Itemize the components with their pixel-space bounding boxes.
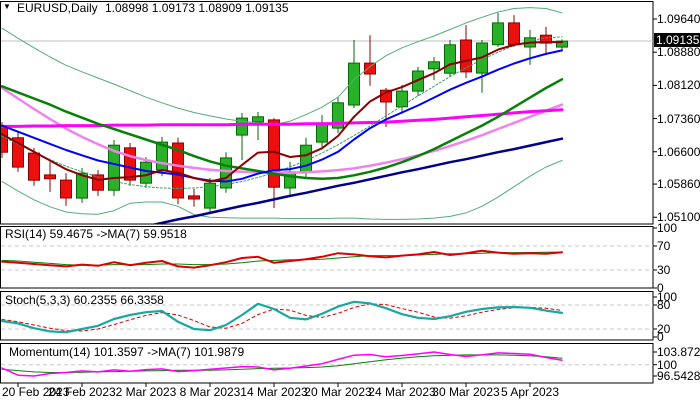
candle-body-bear <box>124 147 136 181</box>
candle-body-bear <box>1 126 8 153</box>
candle-body-bear <box>172 142 184 199</box>
momentum-line <box>1 351 563 377</box>
overlay-line-ma-mid-blue <box>1 49 563 183</box>
candle-body-bull <box>348 62 360 106</box>
candle-body-bull <box>76 172 88 199</box>
candle-body-bull <box>108 144 120 191</box>
candle-body-bull <box>140 161 152 184</box>
panel-border <box>0 343 654 384</box>
candle-body-bear <box>188 195 200 200</box>
candle-body-bull <box>204 182 216 209</box>
candle-body-bull <box>284 171 296 189</box>
candle-body-bull <box>252 116 264 123</box>
stoch-signal-line <box>1 303 563 332</box>
overlay-line-ma-slow-green <box>1 78 564 181</box>
rsi-line <box>1 249 563 269</box>
candle-body-bear <box>508 22 520 46</box>
overlay-line-bollinger-lower-band <box>1 160 563 220</box>
overlay-line-sma100-magenta <box>1 108 564 128</box>
candle-body-bear <box>92 174 104 191</box>
overlay-line-ma-fast-maroon <box>1 41 563 183</box>
candle-body-bear <box>60 179 72 199</box>
momentum-ma-line <box>1 354 563 373</box>
panel-border <box>0 226 654 289</box>
panel-border <box>0 291 654 341</box>
rsi-ma-line <box>1 251 563 266</box>
overlay-line-sma50-violet <box>1 86 564 174</box>
candle-body-bull <box>332 102 344 129</box>
panel-border <box>0 1 654 225</box>
candle-body-bull <box>492 22 504 46</box>
candle-body-bull <box>428 61 440 70</box>
candle-body-bear <box>364 62 376 75</box>
candle-body-bear <box>460 39 472 73</box>
candle-body-bull <box>444 44 456 74</box>
stoch-main-line <box>0 300 564 334</box>
candle-body-bear <box>12 137 24 168</box>
candle-body-bear <box>44 174 56 180</box>
candle-body-bull <box>236 117 248 136</box>
candle-body-bull <box>396 90 408 108</box>
candle-body-bull <box>316 122 328 143</box>
candle-body-bear <box>28 152 40 181</box>
overlay-line-sma200-navy <box>151 137 564 224</box>
